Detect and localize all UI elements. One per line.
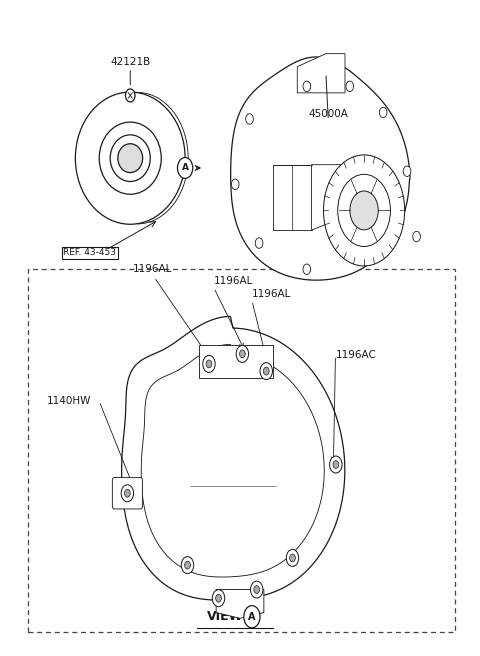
Text: A: A [248, 612, 256, 622]
Ellipse shape [75, 92, 185, 224]
Circle shape [178, 157, 193, 178]
Polygon shape [199, 345, 274, 379]
Ellipse shape [118, 144, 143, 173]
Text: A: A [181, 163, 189, 173]
Polygon shape [312, 165, 345, 230]
Circle shape [286, 550, 299, 566]
Circle shape [350, 191, 378, 230]
Circle shape [330, 456, 342, 473]
Circle shape [403, 166, 411, 176]
Text: REF. 43-453: REF. 43-453 [63, 249, 117, 257]
Text: VIEW: VIEW [206, 610, 243, 623]
Text: 1196AC: 1196AC [336, 350, 376, 360]
FancyBboxPatch shape [28, 269, 455, 632]
Ellipse shape [110, 135, 150, 182]
Text: 1196AL: 1196AL [132, 264, 172, 274]
Circle shape [264, 367, 269, 375]
Text: 1196AL: 1196AL [214, 276, 253, 285]
Polygon shape [231, 57, 410, 280]
Polygon shape [121, 316, 345, 600]
Polygon shape [274, 165, 312, 230]
Circle shape [254, 586, 260, 594]
Circle shape [125, 89, 135, 102]
Circle shape [203, 356, 215, 373]
Circle shape [246, 113, 253, 124]
Circle shape [303, 264, 311, 274]
Circle shape [255, 238, 263, 249]
Circle shape [212, 590, 225, 607]
Circle shape [346, 81, 354, 92]
Circle shape [260, 363, 273, 380]
Circle shape [324, 155, 405, 266]
Circle shape [121, 485, 133, 502]
Polygon shape [297, 54, 345, 93]
Circle shape [303, 81, 311, 92]
Text: 1140HW: 1140HW [47, 396, 91, 406]
FancyBboxPatch shape [112, 478, 143, 509]
Circle shape [216, 594, 221, 602]
Polygon shape [216, 590, 264, 619]
Ellipse shape [99, 122, 161, 194]
Circle shape [333, 461, 339, 468]
Polygon shape [141, 344, 324, 577]
Circle shape [231, 179, 239, 190]
Circle shape [181, 557, 194, 573]
Circle shape [289, 554, 295, 562]
Circle shape [244, 605, 260, 628]
Circle shape [124, 489, 130, 497]
Circle shape [251, 581, 263, 598]
Circle shape [206, 360, 212, 368]
Text: 42121B: 42121B [110, 56, 150, 67]
Circle shape [240, 350, 245, 358]
Circle shape [379, 107, 387, 117]
Circle shape [185, 561, 191, 569]
Circle shape [338, 174, 390, 247]
Circle shape [413, 232, 420, 242]
Circle shape [236, 345, 249, 362]
Text: 1196AL: 1196AL [252, 289, 291, 298]
Text: 45000A: 45000A [308, 109, 348, 119]
